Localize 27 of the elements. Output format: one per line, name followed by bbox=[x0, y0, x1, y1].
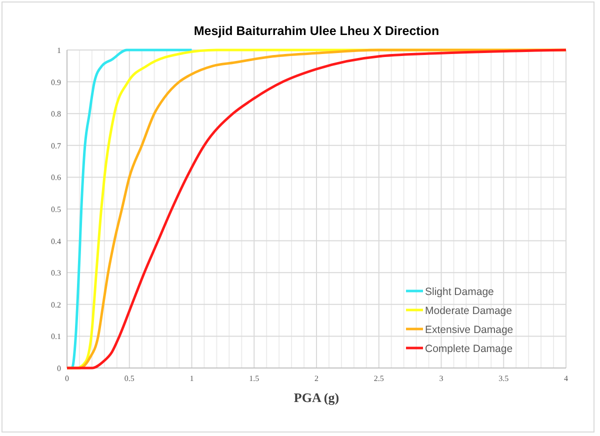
legend-label: Slight Damage bbox=[425, 286, 494, 298]
y-tick-label: 0.4 bbox=[51, 236, 61, 246]
x-tick-label: 0.5 bbox=[124, 374, 134, 383]
y-tick-label: 0.6 bbox=[51, 173, 61, 182]
line-series bbox=[66, 48, 568, 370]
y-tick-label: 0.7 bbox=[51, 141, 61, 150]
x-tick-label: 3 bbox=[439, 374, 444, 383]
x-tick-label: 0 bbox=[65, 374, 69, 383]
x-tick-label: 1 bbox=[190, 374, 194, 383]
legend-label: Extensive Damage bbox=[425, 324, 514, 336]
y-tick-label: 0.2 bbox=[51, 300, 61, 310]
x-tick-label: 2.5 bbox=[374, 374, 384, 383]
x-axis-title: PGA (g) bbox=[294, 390, 340, 405]
y-tick-label: 0.1 bbox=[51, 332, 61, 342]
y-tick-label: 1 bbox=[57, 46, 61, 55]
y-tick-label: 0.9 bbox=[51, 78, 61, 87]
legend-label: Moderate Damage bbox=[425, 305, 512, 317]
chart-title: Mesjid Baiturrahim Ulee Lheu X Direction bbox=[194, 24, 440, 38]
y-tick-label: 0 bbox=[57, 364, 61, 373]
x-tick-label: 2 bbox=[314, 374, 318, 383]
y-tick-label: 0.3 bbox=[51, 268, 61, 278]
x-tick-label: 4 bbox=[564, 374, 568, 383]
legend-label: Complete Damage bbox=[425, 343, 513, 355]
y-tick-label: 0.5 bbox=[51, 205, 61, 214]
x-tick-label: 3.5 bbox=[498, 374, 509, 383]
y-tick-label: 0.8 bbox=[51, 110, 61, 119]
x-tick-label: 1.5 bbox=[249, 374, 260, 383]
